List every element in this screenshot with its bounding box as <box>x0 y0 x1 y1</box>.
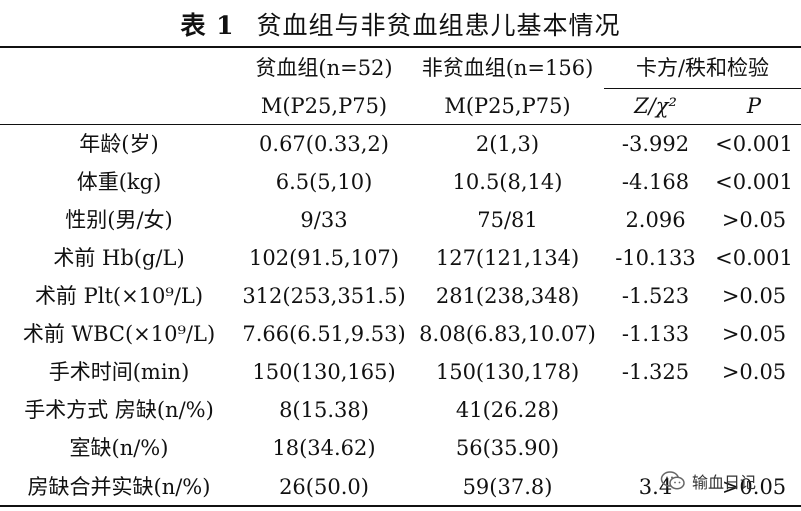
sub-header-rule <box>604 88 801 89</box>
header-p: P <box>746 94 762 118</box>
row-label: 术前 Plt(×10⁹/L) <box>34 284 204 308</box>
row-p: <0.001 <box>715 246 793 270</box>
row-g1: 150(130,165) <box>252 360 396 384</box>
row-g2: 2(1,3) <box>475 132 540 156</box>
row-z: -1.133 <box>621 322 690 346</box>
row-label: 室缺(n/%) <box>69 436 169 460</box>
row-g1: 8(15.38) <box>279 398 369 422</box>
bottom-rule <box>0 505 801 507</box>
row-g1: 9/33 <box>300 208 348 232</box>
row-p: >0.05 <box>721 284 787 308</box>
row-g1: 7.66(6.51,9.53) <box>242 322 406 346</box>
row-z: -10.133 <box>615 246 696 270</box>
row-g1: 102(91.5,107) <box>249 246 399 270</box>
row-g2: 8.08(6.83,10.07) <box>419 322 596 346</box>
header-stat2: M(P25,P75) <box>444 94 571 118</box>
row-z: -4.168 <box>621 170 690 194</box>
table-caption: 贫血组与非贫血组患儿基本情况 <box>256 11 621 40</box>
top-rule <box>0 46 801 48</box>
row-g2: 127(121,134) <box>435 246 580 270</box>
row-z: -3.992 <box>621 132 690 156</box>
watermark-text: 输血日记 <box>692 473 757 492</box>
row-g2: 41(26.28) <box>455 398 560 422</box>
row-p: >0.05 <box>721 475 787 499</box>
row-p: >0.05 <box>721 208 787 232</box>
row-label: 术前 WBC(×10⁹/L) <box>22 322 216 346</box>
row-g1: 6.5(5,10) <box>275 170 373 194</box>
row-label: 房缺合并实缺(n/%) <box>27 475 211 499</box>
row-g1: 26(50.0) <box>279 475 369 499</box>
header-group2: 非贫血组(n=156) <box>421 56 594 80</box>
header-rule <box>0 124 801 125</box>
wechat-icon <box>660 471 685 490</box>
row-z: -1.325 <box>621 360 690 384</box>
row-p: <0.001 <box>715 132 793 156</box>
row-p: >0.05 <box>721 360 787 384</box>
row-p: >0.05 <box>721 322 787 346</box>
row-z: 2.096 <box>625 208 686 232</box>
row-g2: 10.5(8,14) <box>452 170 563 194</box>
row-g1: 18(34.62) <box>272 436 376 460</box>
row-g2: 75/81 <box>477 208 538 232</box>
row-g2: 281(238,348) <box>435 284 580 308</box>
row-label: 术前 Hb(g/L) <box>53 246 185 270</box>
table-title: 表 1 贫血组与非贫血组患儿基本情况 <box>0 6 801 42</box>
row-g2: 56(35.90) <box>455 436 560 460</box>
header-stat1: M(P25,P75) <box>260 94 388 118</box>
row-z: 3.4 <box>638 475 673 499</box>
table-number: 表 1 <box>180 11 235 40</box>
row-g2: 150(130,178) <box>435 360 580 384</box>
row-z: -1.523 <box>621 284 690 308</box>
header-test: 卡方/秩和检验 <box>635 56 770 80</box>
row-g2: 59(37.8) <box>462 475 553 499</box>
row-label: 体重(kg) <box>76 170 162 194</box>
row-g1: 0.67(0.33,2) <box>259 132 389 156</box>
row-p: <0.001 <box>715 170 793 194</box>
row-label: 性别(男/女) <box>65 208 173 232</box>
row-label: 手术方式 房缺(n/%) <box>24 398 214 422</box>
row-label: 手术时间(min) <box>48 360 190 384</box>
row-label: 年龄(岁) <box>79 132 159 156</box>
watermark: 输血日记 <box>660 466 800 496</box>
header-zchi: Z/χ² <box>634 94 677 118</box>
header-group1: 贫血组(n=52) <box>255 56 393 80</box>
row-g1: 312(253,351.5) <box>242 284 406 308</box>
